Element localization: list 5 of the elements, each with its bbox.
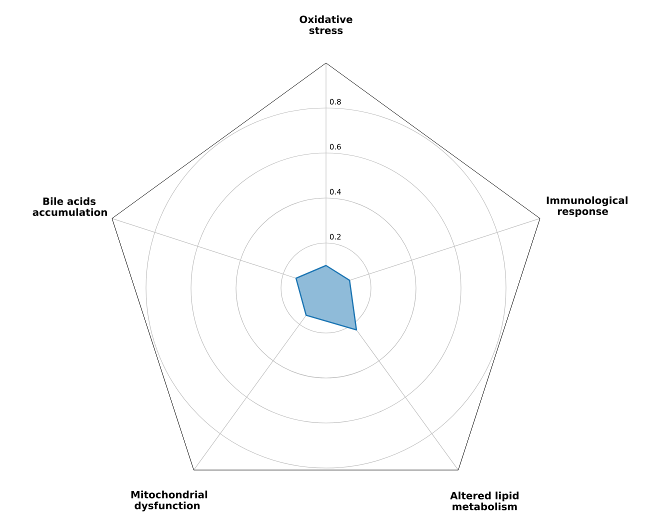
spoke-label: Immunological response [546, 196, 628, 217]
spoke-label: Mitochondrial dysfunction [131, 490, 208, 512]
spoke-label: Altered lipid metabolism [450, 492, 519, 510]
spoke-label: Oxidative stress [300, 15, 352, 34]
spoke-label: Bile acids accumulation [32, 197, 107, 216]
